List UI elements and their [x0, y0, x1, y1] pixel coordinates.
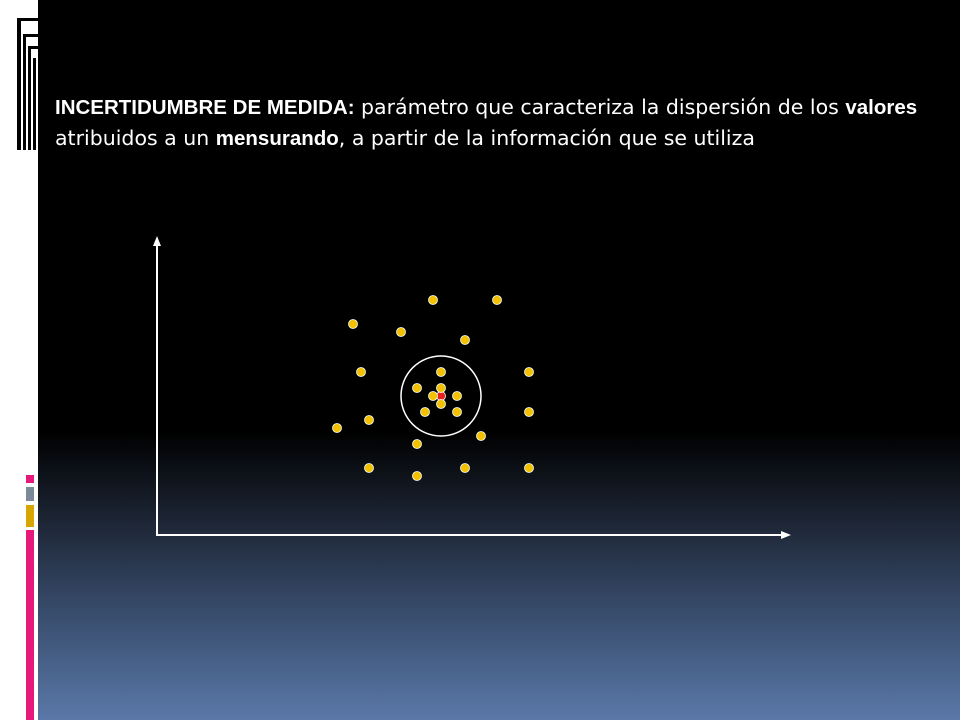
slide-definition-text: INCERTIDUMBRE DE MEDIDA: parámetro que c…	[55, 92, 935, 154]
decorative-corner-lines	[17, 18, 38, 150]
measurement-point	[348, 319, 358, 329]
measurement-point	[412, 439, 422, 449]
measurement-point	[412, 471, 422, 481]
measurement-point	[364, 415, 374, 425]
deco-line	[23, 34, 38, 37]
deco-bar-pink-long	[26, 530, 34, 720]
definition-text-1: parámetro que caracteriza la dispersión …	[354, 95, 846, 119]
deco-line	[33, 58, 36, 150]
measurement-point	[436, 367, 446, 377]
deco-line	[17, 18, 38, 21]
deco-line	[17, 20, 21, 150]
measurement-points	[332, 295, 534, 481]
measurement-point	[428, 391, 438, 401]
decorative-color-bars	[26, 475, 34, 720]
measurement-point	[356, 367, 366, 377]
measurement-point	[476, 431, 486, 441]
measurement-point	[332, 423, 342, 433]
measurement-point	[524, 367, 534, 377]
measurement-point	[452, 391, 462, 401]
measurement-point	[460, 335, 470, 345]
measurement-point	[460, 463, 470, 473]
uncertainty-circle	[400, 355, 482, 437]
deco-line	[23, 36, 26, 150]
definition-bold-measurand: mensurando	[215, 127, 339, 150]
measurement-point	[436, 399, 446, 409]
definition-text-2: atribuidos a un	[55, 126, 216, 150]
deco-bar-gray	[26, 487, 34, 501]
deco-line	[28, 48, 31, 150]
axes	[153, 236, 791, 539]
measurement-point	[420, 407, 430, 417]
measurement-point	[412, 383, 422, 393]
definition-bold-values: valores	[845, 96, 918, 119]
measurement-point	[524, 407, 534, 417]
measurement-point	[436, 383, 446, 393]
definition-text-3: , a partir de la información que se util…	[338, 126, 755, 150]
measurement-point	[396, 327, 406, 337]
measurement-point	[452, 407, 462, 417]
deco-line	[28, 46, 38, 49]
measurement-point	[524, 463, 534, 473]
measurement-point	[492, 295, 502, 305]
definition-term: INCERTIDUMBRE DE MEDIDA:	[55, 96, 355, 119]
y-axis-arrow	[153, 236, 161, 246]
measurement-point	[428, 295, 438, 305]
deco-bar-pink	[26, 475, 34, 483]
x-axis-arrow	[781, 531, 791, 539]
measurement-point	[364, 463, 374, 473]
deco-bar-gold	[26, 505, 34, 527]
